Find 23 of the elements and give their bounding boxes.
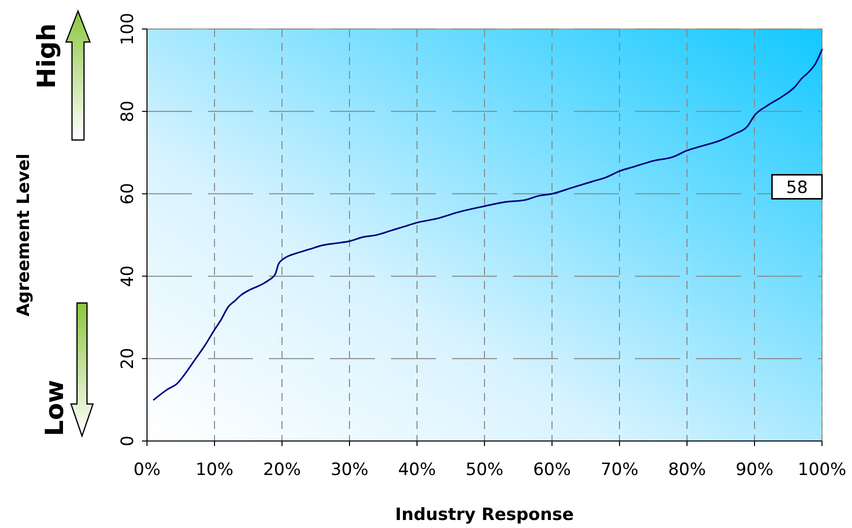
y-tick-label: 100 (118, 12, 138, 46)
y-tick-label: 60 (118, 182, 138, 205)
y-axis-title: Agreement Level (14, 154, 34, 316)
x-tick-label: 40% (398, 460, 436, 480)
x-tick-label: 90% (736, 460, 774, 480)
y-tick-label: 20 (118, 348, 138, 370)
x-tick-label: 50% (466, 460, 504, 480)
x-axis-title: Industry Response (395, 505, 574, 525)
x-tick-label: 70% (600, 460, 638, 480)
x-tick-label: 30% (330, 460, 368, 480)
x-tick-label: 20% (263, 460, 301, 480)
x-tick-label: 10% (196, 460, 234, 480)
annotation: 58 (786, 178, 808, 198)
x-tick-label: 100% (798, 460, 846, 480)
x-tick-label: 60% (533, 460, 571, 480)
y-tick-label: 0 (118, 436, 138, 446)
text: High (32, 23, 61, 89)
y-tick-label: 40 (118, 265, 138, 288)
line-series (152, 48, 823, 401)
text: Low (40, 380, 69, 436)
x-tick-label: 80% (668, 460, 706, 480)
y-tick-label: 80 (118, 100, 138, 122)
x-tick-label: 0% (134, 460, 160, 480)
